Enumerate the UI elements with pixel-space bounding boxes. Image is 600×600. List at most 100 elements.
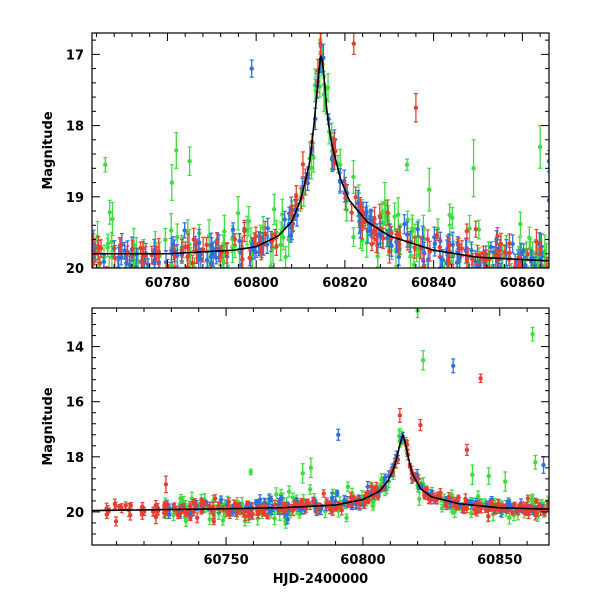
x-tick-label: 60780 — [145, 276, 190, 291]
data-point — [325, 73, 331, 103]
data-point — [162, 501, 167, 508]
data-point — [382, 181, 388, 226]
data-point — [360, 212, 365, 240]
data-point — [242, 219, 247, 243]
data-point — [331, 132, 337, 154]
data-point — [538, 242, 543, 256]
bottom-light-curve-panel: 60750 60800 60850 14 16 18 20 Magnitude HJD-2400… — [41, 307, 550, 587]
data-point — [300, 151, 306, 178]
data-point — [174, 132, 179, 169]
data-point — [107, 255, 112, 268]
data-point — [475, 244, 480, 266]
plot-frame — [91, 307, 550, 546]
data-point — [404, 158, 410, 172]
data-point — [117, 503, 122, 510]
x-tick-label: 60750 — [203, 553, 248, 568]
data-point — [172, 502, 177, 513]
data-point — [224, 242, 230, 264]
data-point — [112, 498, 118, 510]
data-point — [385, 199, 390, 226]
plot-frame — [91, 32, 550, 269]
data-point — [450, 206, 455, 229]
model-curve — [92, 432, 549, 512]
data-point — [351, 160, 356, 194]
y-axis-label: Magnitude — [41, 387, 56, 466]
data-point — [185, 233, 191, 261]
data-point — [344, 513, 349, 523]
data-point — [253, 226, 259, 246]
data-point — [412, 236, 417, 259]
y-tick-label: 19 — [66, 191, 84, 206]
data-point — [307, 484, 313, 495]
data-point — [130, 239, 135, 259]
data-point — [397, 407, 403, 423]
x-tick-label: 60800 — [234, 276, 279, 291]
data-point — [247, 249, 252, 267]
plot-area — [92, 308, 549, 529]
data-point — [525, 494, 531, 503]
data-point — [174, 244, 180, 267]
data-point — [122, 241, 127, 260]
data-point — [321, 489, 326, 498]
data-point — [387, 239, 392, 264]
data-point — [286, 485, 292, 498]
data-point — [113, 516, 119, 527]
data-point — [427, 167, 432, 212]
data-point — [533, 454, 538, 470]
data-point — [249, 59, 254, 78]
data-point — [261, 508, 266, 515]
data-point — [349, 203, 354, 222]
data-point — [439, 504, 445, 513]
data-point — [537, 124, 543, 169]
data-point — [211, 517, 217, 526]
data-point — [311, 497, 316, 505]
data-point — [112, 244, 118, 268]
model-curve — [92, 55, 549, 262]
y-axis-label: Magnitude — [41, 111, 56, 190]
data-point — [384, 229, 390, 248]
data-point — [115, 259, 120, 268]
data-point — [151, 506, 156, 516]
data-point — [356, 190, 361, 217]
data-point — [123, 501, 128, 510]
data-point — [434, 229, 440, 241]
data-point — [335, 490, 340, 497]
data-point — [534, 510, 539, 517]
data-point — [219, 245, 224, 259]
data-point — [299, 497, 304, 505]
data-point — [280, 198, 285, 231]
data-point — [491, 264, 496, 268]
data-point — [230, 222, 236, 238]
data-point — [246, 509, 251, 521]
data-point — [175, 511, 181, 520]
data-point — [413, 92, 419, 123]
data-point — [456, 237, 461, 252]
data-point — [486, 467, 491, 485]
x-tick-label: 60820 — [322, 276, 367, 291]
data-point — [461, 270, 465, 291]
data-point — [471, 139, 476, 198]
data-point — [336, 428, 341, 441]
x-tick-label: 60800 — [340, 553, 385, 568]
y-tick-label: 18 — [66, 451, 84, 466]
data-point — [503, 471, 508, 492]
data-point — [187, 146, 192, 177]
data-point — [473, 220, 478, 238]
data-point — [232, 232, 237, 246]
data-point — [288, 228, 294, 243]
data-point — [206, 219, 212, 253]
y-tick-label: 16 — [66, 396, 84, 411]
data-point — [420, 350, 426, 371]
data-point — [274, 237, 279, 256]
data-point — [235, 196, 241, 231]
data-point — [471, 265, 476, 268]
data-point — [534, 229, 539, 255]
data-point — [379, 201, 385, 225]
data-point — [181, 503, 186, 514]
data-point — [194, 279, 198, 311]
data-point — [459, 240, 465, 257]
data-point — [207, 513, 212, 526]
data-point — [418, 419, 423, 432]
data-point — [345, 481, 351, 492]
